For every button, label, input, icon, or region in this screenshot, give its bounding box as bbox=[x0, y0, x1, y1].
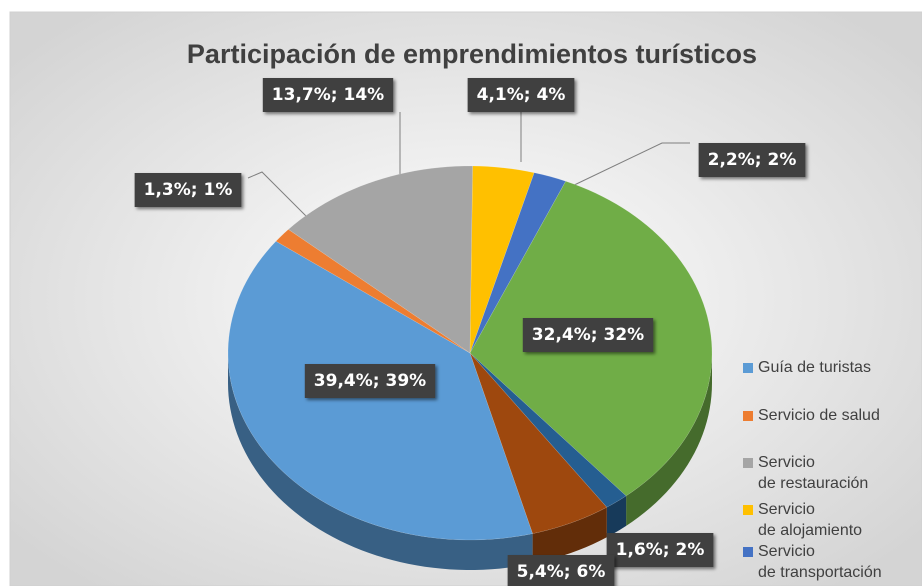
label-text: 4,1%; 4% bbox=[477, 85, 566, 105]
legend-swatch bbox=[743, 411, 753, 421]
legend-label: Servicio de alojamiento bbox=[758, 501, 862, 539]
label-box bbox=[698, 143, 806, 177]
pie bbox=[227, 165, 713, 570]
leader-line bbox=[567, 142, 690, 189]
label-text: 2,2%; 2% bbox=[708, 150, 797, 170]
label-box bbox=[507, 555, 615, 586]
legend-swatch bbox=[743, 547, 753, 557]
label-box bbox=[262, 78, 394, 112]
label-box bbox=[522, 318, 654, 352]
legend-swatch bbox=[743, 505, 753, 515]
legend-label: Servicio de salud bbox=[758, 407, 880, 424]
label-box bbox=[134, 173, 242, 207]
legend-swatch bbox=[743, 363, 753, 373]
label-text: 1,6%; 2% bbox=[616, 540, 705, 560]
label-text: 39,4%; 39% bbox=[314, 371, 426, 391]
data-label: 5,4%; 6% bbox=[507, 555, 615, 586]
slice-side bbox=[606, 495, 627, 538]
slice bbox=[287, 165, 473, 354]
label-text: 1,3%; 1% bbox=[144, 180, 233, 200]
data-label: 4,1%; 4% bbox=[467, 78, 575, 112]
leader-line bbox=[247, 171, 307, 217]
slice-side bbox=[532, 507, 607, 564]
data-label: 13,7%; 14% bbox=[262, 78, 394, 112]
legend-swatch bbox=[743, 458, 753, 468]
legend: Guía de turistas Servicio de salud Servici… bbox=[743, 359, 882, 581]
data-label: 1,6%; 2% bbox=[606, 533, 714, 567]
slice bbox=[275, 229, 471, 354]
slice bbox=[469, 165, 535, 354]
label-box bbox=[304, 364, 436, 398]
data-label: 1,3%; 1% bbox=[134, 173, 242, 207]
label-box bbox=[606, 533, 714, 567]
legend-label: Servicio de transportación bbox=[758, 543, 882, 581]
label-text: 32,4%; 32% bbox=[532, 325, 644, 345]
leader-lines bbox=[247, 112, 690, 217]
label-box bbox=[467, 78, 575, 112]
label-text: 5,4%; 6% bbox=[517, 562, 606, 582]
legend-label: Guía de turistas bbox=[758, 359, 871, 376]
slice bbox=[469, 352, 627, 508]
slice-side bbox=[626, 353, 712, 526]
chart-title: Participación de emprendimientos turísti… bbox=[187, 39, 757, 69]
data-label: 39,4%; 39% bbox=[304, 364, 436, 398]
data-label: 2,2%; 2% bbox=[698, 143, 806, 177]
label-text: 13,7%; 14% bbox=[272, 85, 384, 105]
data-labels: 39,4%; 39% 1,3%; 1% 13,7%; 14% 4,1%; 4% 2,2%… bbox=[134, 78, 806, 586]
legend-label: Servicio de restauración bbox=[758, 454, 868, 492]
data-label: 32,4%; 32% bbox=[522, 318, 654, 352]
slice-side bbox=[228, 353, 533, 570]
slice bbox=[469, 352, 608, 534]
